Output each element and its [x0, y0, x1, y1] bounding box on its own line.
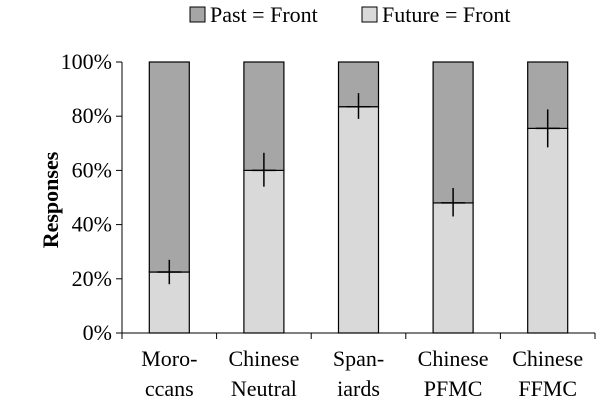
x-category-label-line: iards — [337, 376, 380, 401]
y-tick-label: 40% — [72, 212, 112, 237]
bars — [148, 61, 569, 334]
legend-swatch — [361, 6, 378, 23]
bar-future-front — [527, 127, 569, 334]
bar-future-front — [243, 169, 285, 334]
legend-label: Future = Front — [382, 2, 511, 27]
x-category-label: Moro-ccans — [141, 346, 197, 401]
x-category-label-line: PFMC — [424, 376, 483, 401]
y-tick-label: 100% — [61, 49, 112, 74]
x-category-label-line: Span- — [333, 346, 384, 371]
error-bars — [157, 93, 560, 285]
bar-future-front — [337, 106, 380, 334]
y-tick-label: 80% — [72, 103, 112, 128]
y-tick-label: 20% — [72, 266, 112, 291]
x-category-label-line: ccans — [145, 376, 194, 401]
x-category-label: Span-iards — [333, 346, 384, 401]
x-category-label-line: Moro- — [141, 346, 197, 371]
x-category-label-line: FFMC — [518, 376, 577, 401]
legend: Past = Front Future = Front — [189, 2, 511, 27]
bar-future-front — [432, 202, 474, 334]
bar-past-front — [243, 61, 285, 172]
bar-past-front — [148, 61, 190, 273]
x-category-label-line: Neutral — [231, 376, 297, 401]
y-tick-label: 0% — [83, 320, 112, 345]
legend-label: Past = Front — [210, 2, 318, 27]
x-category-label-line: Chinese — [512, 346, 583, 371]
x-category-label-line: Chinese — [418, 346, 489, 371]
x-category-label: Chinese Neutral — [228, 346, 299, 401]
x-category-label: Chinese PFMC — [418, 346, 489, 401]
y-axis-label: Responses — [38, 151, 63, 248]
x-category-label: Chinese FFMC — [512, 346, 583, 401]
y-tick-label: 60% — [72, 157, 112, 182]
y-axis: 0% 20% 40% 60% 80% 100% — [61, 49, 123, 345]
x-axis: Moro-ccans Chinese Neutral Span-iards Chines… — [121, 332, 596, 401]
legend-swatch — [189, 6, 206, 23]
x-category-label-line: Chinese — [228, 346, 299, 371]
bar-past-front — [432, 61, 474, 204]
